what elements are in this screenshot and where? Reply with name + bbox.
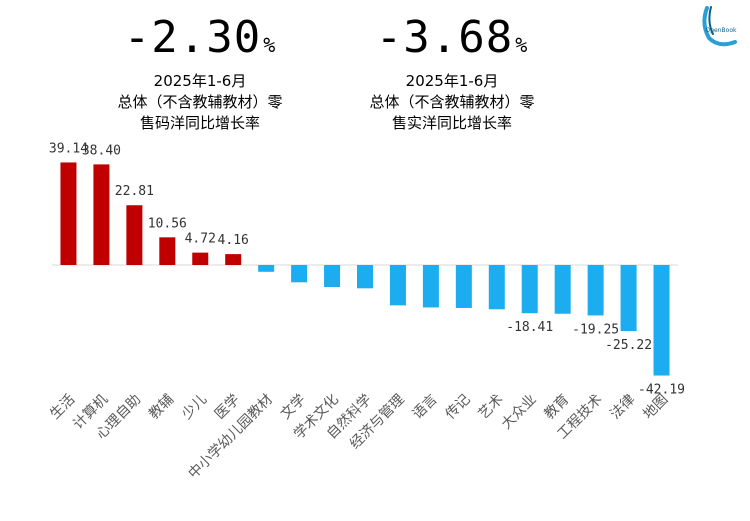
bar xyxy=(455,265,472,308)
kpi-gross-desc-1: 总体（不含教辅教材）零 xyxy=(117,93,283,111)
bar xyxy=(291,265,308,283)
data-label: -25.22 xyxy=(605,338,652,353)
bar xyxy=(225,254,242,265)
logo-text: OpenBook xyxy=(706,27,737,34)
kpi-net-desc-1: 总体（不含教辅教材）零 xyxy=(369,93,535,111)
data-label: -18.41 xyxy=(506,320,553,335)
kpi-gross-value: -2.30% xyxy=(123,12,277,63)
kpi-net-sales: -3.68% 2025年1-6月 总体（不含教辅教材）零 售实洋同比增长率 xyxy=(322,12,582,134)
kpi-net-period: 2025年1-6月 xyxy=(405,72,499,90)
bar xyxy=(93,164,110,265)
bar xyxy=(422,265,439,308)
bar xyxy=(554,265,571,314)
bar xyxy=(60,162,77,265)
data-label: 22.81 xyxy=(115,184,154,199)
bar xyxy=(389,265,406,306)
bar xyxy=(620,265,637,332)
data-label: -19.25 xyxy=(572,322,619,337)
data-label: 10.56 xyxy=(148,216,187,231)
kpi-net-value: -3.68% xyxy=(375,12,529,63)
bar xyxy=(521,265,538,314)
category-label: 教辅 xyxy=(146,392,177,423)
category-label: 语言 xyxy=(410,392,441,423)
bar xyxy=(192,252,209,265)
openbook-logo: OpenBook xyxy=(702,6,737,47)
data-label: 39.14 xyxy=(49,141,88,156)
data-label: 4.16 xyxy=(218,233,249,248)
category-label: 传记 xyxy=(443,392,474,423)
bar xyxy=(587,265,604,316)
bar xyxy=(126,205,143,265)
bar xyxy=(653,265,670,376)
bar xyxy=(159,237,176,265)
kpi-net-desc-2: 售实洋同比增长率 xyxy=(391,114,512,132)
category-label: 法律 xyxy=(607,392,638,423)
data-label: -42.19 xyxy=(638,383,685,398)
bar xyxy=(357,265,373,289)
data-label: 4.72 xyxy=(185,232,216,247)
bar xyxy=(488,265,505,310)
data-label: 38.40 xyxy=(82,143,121,158)
category-label: 少儿 xyxy=(179,392,210,423)
kpi-gross-sales: -2.30% 2025年1-6月 总体（不含教辅教材）零 售码洋同比增长率 xyxy=(70,12,330,134)
category-label: 大众业 xyxy=(499,392,540,433)
kpi-gross-period: 2025年1-6月 xyxy=(153,72,247,90)
kpi-gross-desc-2: 售码洋同比增长率 xyxy=(139,114,260,132)
bar xyxy=(324,265,341,288)
bar xyxy=(258,265,275,272)
